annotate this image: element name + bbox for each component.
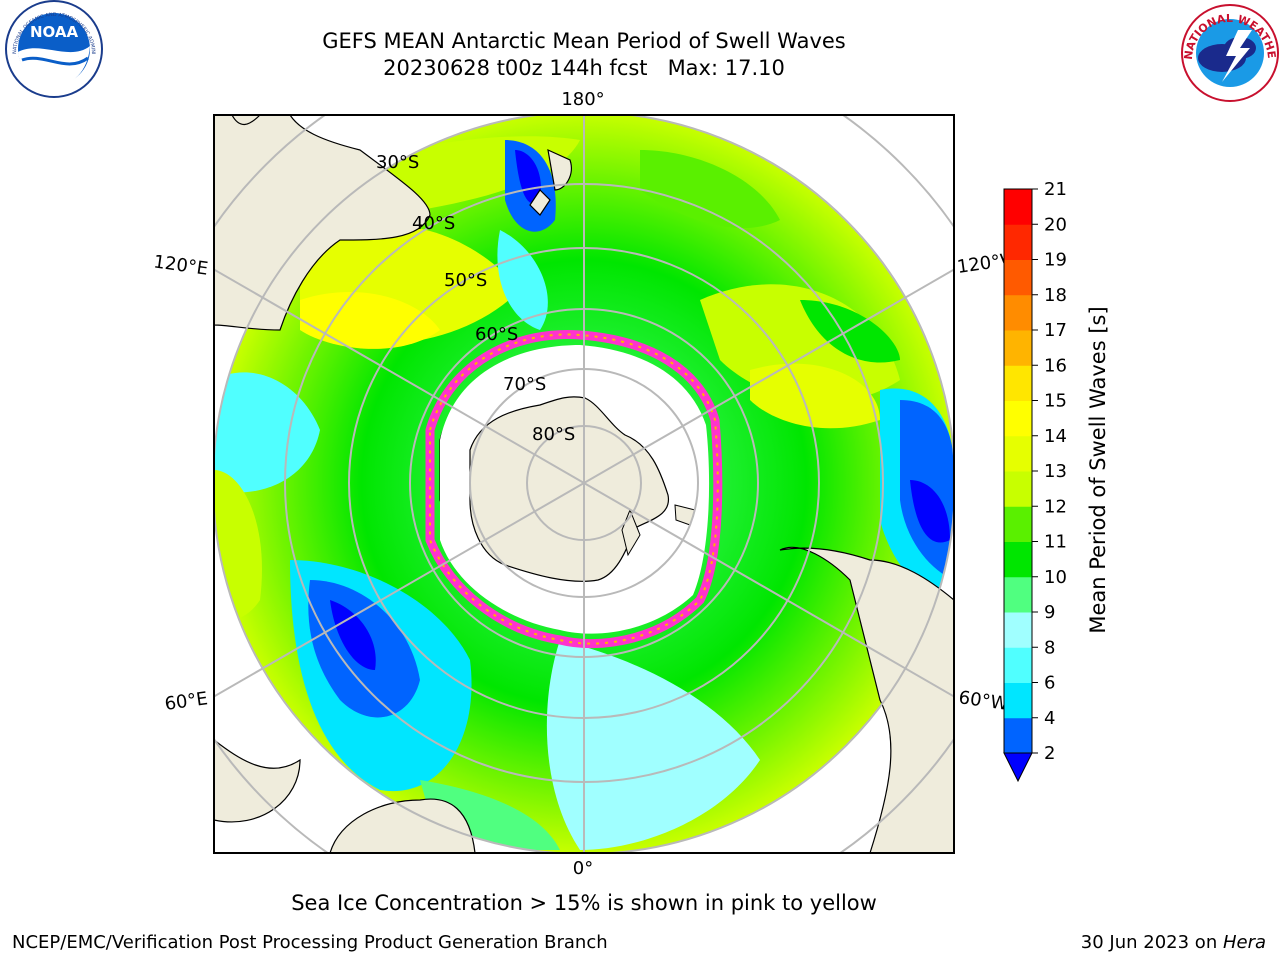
colorbar-segment <box>1004 294 1032 331</box>
antarctica <box>469 396 669 582</box>
colorbar-segment <box>1004 400 1032 437</box>
colorbar-tick-label: 18 <box>1044 285 1067 306</box>
colorbar: 2 4 6 8 9 10 11 12 13 14 15 16 17 18 19 20 21 <box>1003 179 1067 783</box>
colorbar-segment <box>1004 541 1032 578</box>
colorbar-tick-label: 8 <box>1044 637 1055 658</box>
colorbar-segment <box>1004 224 1032 260</box>
lon-label-120e: 120°E <box>152 251 209 279</box>
colorbar-segment <box>1004 717 1032 754</box>
colorbar-segment <box>1004 189 1032 225</box>
chart-title: GEFS MEAN Antarctic Mean Period of Swell… <box>322 29 846 53</box>
sea-ice-edge-yellow <box>429 333 719 645</box>
colorbar-tick-label: 15 <box>1044 391 1067 412</box>
lon-label-60w: 60°W <box>957 687 1009 715</box>
colorbar-tick-label: 4 <box>1044 708 1055 729</box>
colorbar-tick-label: 19 <box>1044 250 1067 271</box>
colorbar-tick-label: 11 <box>1044 532 1067 553</box>
colorbar-label: Mean Period of Swell Waves [s] <box>1086 306 1110 633</box>
footer-date: 30 Jun 2023 on Hera <box>1081 932 1266 953</box>
colorbar-tick-label: 16 <box>1044 355 1067 376</box>
colorbar-tick-label: 20 <box>1044 214 1067 235</box>
lat-label-60s: 60°S <box>475 324 518 345</box>
lon-label-60e: 60°E <box>163 688 209 715</box>
colorbar-segment <box>1004 682 1032 719</box>
colorbar-tick-label: 12 <box>1044 496 1067 517</box>
colorbar-tick-label: 13 <box>1044 461 1067 482</box>
colorbar-segment <box>1004 365 1032 401</box>
chart-subtitle: 20230628 t00z 144h fcst Max: 17.10 <box>383 56 785 80</box>
colorbar-segment <box>1004 647 1032 683</box>
colorbar-segment <box>1004 612 1032 648</box>
graticule <box>214 115 954 853</box>
map-frame <box>213 114 955 854</box>
colorbar-segment <box>1004 330 1032 366</box>
lat-label-50s: 50°S <box>444 270 487 291</box>
sea-ice-note: Sea Ice Concentration > 15% is shown in … <box>291 891 877 915</box>
colorbar-segment <box>1004 576 1032 613</box>
lat-label-80s: 80°S <box>532 424 575 445</box>
noaa-logo-text: NOAA <box>30 23 79 41</box>
footer-date-text: 30 Jun 2023 on <box>1080 932 1223 953</box>
lat-label-30s: 30°S <box>376 152 419 173</box>
footer-host: Hera <box>1222 932 1266 953</box>
colorbar-segment <box>1004 506 1032 542</box>
lon-label-0: 0° <box>573 858 593 879</box>
colorbar-segment <box>1004 435 1032 472</box>
lon-label-180: 180° <box>561 89 604 110</box>
colorbar-tick-label: 10 <box>1044 567 1067 588</box>
colorbar-tick-label: 14 <box>1044 426 1067 447</box>
colorbar-tick-label: 21 <box>1044 179 1067 200</box>
colorbar-tick-label: 2 <box>1044 743 1055 764</box>
noaa-logo: NOAA NATIONAL OCEANIC AND ATMOSPHERIC AD… <box>0 0 103 98</box>
nws-logo-ring-text: NATIONAL WEATHER SERVICE <box>0 0 1278 60</box>
colorbar-segment <box>1004 259 1032 296</box>
colorbar-tick-label: 6 <box>1044 673 1055 694</box>
colorbar-tick-label: 9 <box>1044 602 1055 623</box>
lat-label-40s: 40°S <box>412 213 455 234</box>
colorbar-segment <box>1004 471 1032 507</box>
lat-label-70s: 70°S <box>503 374 546 395</box>
colorbar-under-arrow <box>1003 752 1033 783</box>
colorbar-tick-label: 17 <box>1044 320 1067 341</box>
footer-credit: NCEP/EMC/Verification Post Processing Pr… <box>12 932 608 953</box>
map-area <box>214 115 954 853</box>
nws-logo: NATIONAL WEATHER SERVICE <box>0 0 1279 102</box>
